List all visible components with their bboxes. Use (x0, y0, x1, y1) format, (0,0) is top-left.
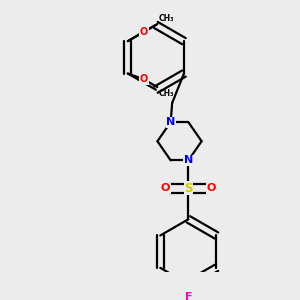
Text: O: O (206, 183, 216, 194)
Text: N: N (184, 155, 193, 165)
Text: O: O (140, 74, 148, 84)
Text: O: O (161, 183, 170, 194)
Text: CH₃: CH₃ (159, 14, 174, 22)
Text: CH₃: CH₃ (159, 88, 174, 98)
Text: N: N (166, 117, 175, 127)
Text: F: F (184, 292, 192, 300)
Text: O: O (140, 27, 148, 37)
Text: S: S (184, 182, 193, 195)
